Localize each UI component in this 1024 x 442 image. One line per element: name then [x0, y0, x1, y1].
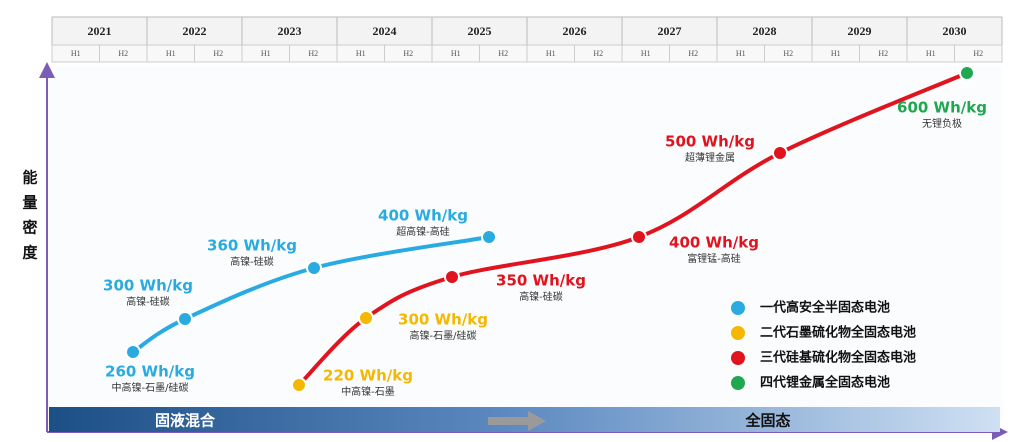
half-label: H2: [498, 49, 508, 58]
half-label: H2: [118, 49, 128, 58]
half-label: H1: [261, 49, 271, 58]
half-label: H2: [878, 49, 888, 58]
milestone-note: 高镍-硅碳: [126, 295, 170, 308]
milestone-value: 600 Wh/kg: [897, 99, 987, 117]
milestone: [306, 260, 322, 276]
half-label: H1: [926, 49, 936, 58]
year-cell: [906, 16, 1003, 46]
legend-label: 四代锂金属全固态电池: [760, 375, 890, 391]
year-label: 2026: [563, 24, 587, 38]
milestone-value: 260 Wh/kg: [105, 363, 195, 381]
milestone-note: 高镍-石墨/硅碳: [410, 329, 477, 342]
year-cell: [526, 16, 623, 46]
half-label: H2: [308, 49, 318, 58]
y-axis-label: 密: [22, 219, 37, 237]
year-label: 2028: [753, 24, 777, 38]
legend-marker: [731, 376, 745, 390]
milestone-note: 无锂负极: [922, 117, 962, 130]
milestone-value: 300 Wh/kg: [398, 311, 488, 329]
y-axis-label: 度: [22, 244, 38, 262]
year-label: 2022: [183, 24, 207, 38]
half-label: H2: [403, 49, 413, 58]
legend-marker: [731, 301, 745, 315]
phase-label: 固液混合: [155, 412, 216, 430]
phase-arrow: [488, 411, 546, 431]
milestone-value: 400 Wh/kg: [378, 207, 468, 225]
milestone: [959, 65, 975, 81]
year-label: 2027: [658, 24, 682, 38]
milestone: [772, 145, 788, 161]
year-label: 2025: [468, 24, 492, 38]
milestone-value: 500 Wh/kg: [665, 133, 755, 151]
milestone: [177, 311, 193, 327]
half-label: H2: [213, 49, 223, 58]
milestone: [444, 269, 460, 285]
milestone-value: 300 Wh/kg: [103, 277, 193, 295]
legend-label: 三代硅基硫化物全固态电池: [760, 350, 916, 366]
year-label: 2021: [88, 24, 112, 38]
milestone-note: 高镍-硅碳: [230, 255, 274, 268]
curve: [131, 235, 490, 354]
milestone: [291, 377, 307, 393]
milestone-note: 超高镍-高硅: [396, 225, 450, 238]
milestone: [481, 229, 497, 245]
half-label: H2: [973, 49, 983, 58]
half-label: H2: [688, 49, 698, 58]
half-label: H2: [783, 49, 793, 58]
half-label: H1: [451, 49, 461, 58]
half-label: H1: [831, 49, 841, 58]
milestone: [125, 344, 141, 360]
year-label: 2030: [943, 24, 967, 38]
half-label: H2: [593, 49, 603, 58]
half-label: H1: [641, 49, 651, 58]
content: 2021 H1 H2 2022 H1 H2 2023 H1 H2 2024 H1 H2 2025 H1 H2…: [22, 16, 1003, 398]
year-label: 2029: [848, 24, 872, 38]
legend-label: 二代石墨硫化物全固态电池: [760, 325, 916, 341]
half-label: H1: [71, 49, 81, 58]
year-cell: [811, 16, 908, 46]
year-cell: [621, 16, 718, 46]
half-cell: [954, 44, 1003, 63]
milestone-value: 360 Wh/kg: [207, 237, 297, 255]
milestone-note: 中高镍-石墨/硅碳: [112, 381, 189, 394]
year-cell: [716, 16, 813, 46]
milestone-note: 高镍-硅碳: [519, 290, 563, 303]
half-label: H1: [356, 49, 366, 58]
half-label: H1: [736, 49, 746, 58]
y-axis-label: 能: [22, 169, 37, 187]
milestone-note: 超薄锂金属: [685, 151, 735, 164]
milestone-value: 400 Wh/kg: [669, 234, 759, 252]
milestone-value: 220 Wh/kg: [323, 367, 413, 385]
phase-label: 全固态: [744, 412, 790, 430]
milestone-note: 富锂锰-高硅: [687, 252, 741, 265]
legend-marker: [731, 326, 745, 340]
year-cell: [146, 16, 243, 46]
legend-marker: [731, 351, 745, 365]
milestone: [631, 229, 647, 245]
plot-background: [47, 66, 1002, 436]
milestone-note: 中高镍-石墨: [341, 385, 395, 398]
year-label: 2023: [278, 24, 302, 38]
milestone: [358, 310, 374, 326]
year-label: 2024: [373, 24, 397, 38]
half-label: H1: [166, 49, 176, 58]
y-axis-label: 量: [22, 194, 37, 212]
milestone-value: 350 Wh/kg: [496, 272, 586, 290]
half-label: H1: [546, 49, 556, 58]
legend-label: 一代高安全半固态电池: [760, 300, 890, 316]
